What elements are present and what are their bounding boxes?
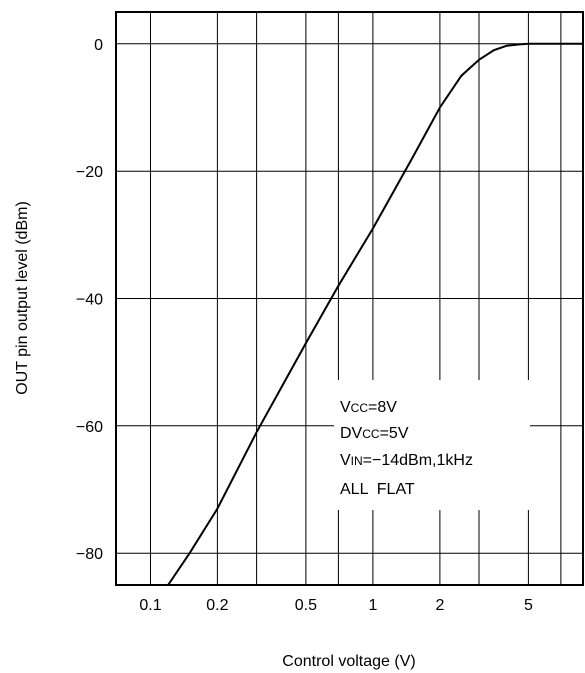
y-tick-label: −20 [76,164,103,181]
y-tick-label: −40 [76,292,103,309]
x-tick-label: 2 [435,597,444,614]
y-tick-label: −80 [76,546,103,563]
y-tick-labels: 0 −20 −40 −60 −80 [76,37,103,563]
series-line [167,42,583,586]
annotation-line-all-flat: ALL FLAT [340,481,415,498]
y-tick-label: −60 [76,419,103,436]
x-tick-label: 0.2 [206,597,228,614]
x-tick-label: 0.5 [295,597,317,614]
y-tick-label: 0 [94,37,103,54]
x-tick-labels: 0.1 0.2 0.5 1 2 5 [139,597,533,614]
x-tick-label: 1 [368,597,377,614]
annotation-background [334,380,530,510]
x-tick-label: 5 [524,597,533,614]
y-axis-label: OUT pin output level (dBm) [14,201,31,395]
annotation-line-dvcc: DVCC=5V [340,425,409,442]
conditions-annotation: VCC=8V DVCC=5V VIN=−14dBm,1kHz ALL FLAT [334,380,530,510]
x-tick-label: 0.1 [139,597,161,614]
plot-frame [115,11,584,586]
annotation-line-vin: VIN=−14dBm,1kHz [340,452,473,469]
annotation-line-vcc: VCC=8V [340,399,397,416]
x-axis-label: Control voltage (V) [282,653,415,670]
